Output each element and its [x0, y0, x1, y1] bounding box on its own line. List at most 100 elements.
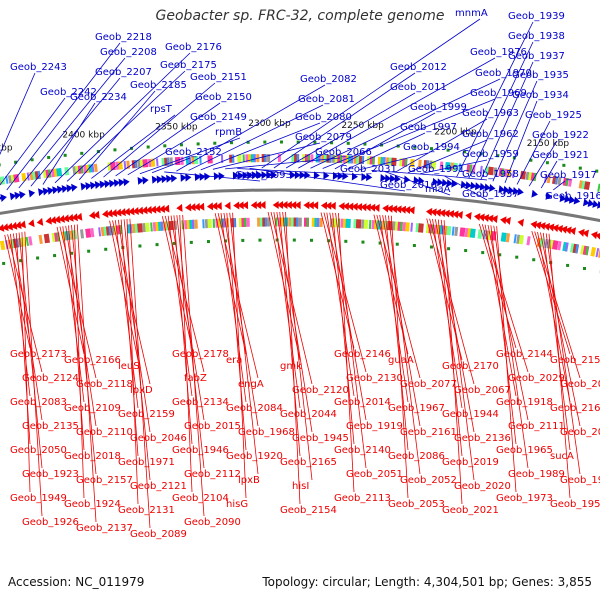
feature-band-outer	[137, 159, 141, 168]
feature-band-outer	[253, 154, 256, 163]
forward-gene-arrow	[232, 171, 239, 180]
upper-leader-line	[432, 174, 488, 181]
lower-gene-label-68: Geob_2131	[118, 505, 175, 516]
lower-gene-label-73: Geob_2053	[388, 499, 445, 510]
reverse-gene-arrow	[500, 216, 507, 225]
upper-leader-line	[564, 191, 571, 203]
lower-leader-line	[390, 215, 409, 499]
feature-band-inner	[513, 234, 517, 244]
lower-leader-line	[332, 212, 355, 445]
forward-gene-arrow	[460, 180, 468, 189]
lower-leader-line	[232, 212, 247, 499]
upper-leader-line	[127, 122, 216, 176]
lower-gene-label-76: Geob_1950	[550, 499, 600, 510]
lower-gene-label-79: Geob_2089	[130, 529, 187, 540]
reverse-gene-arrow	[154, 205, 161, 214]
feature-band-inner	[585, 246, 589, 256]
upper-leader-line	[66, 70, 186, 182]
upper-leader-line	[298, 57, 496, 169]
lower-gene-label-12: Geob_2118	[76, 379, 133, 390]
lower-leader-line	[62, 226, 85, 403]
feature-band-inner	[244, 217, 247, 227]
upper-gene-label-47: Geob_1917	[540, 170, 597, 181]
feature-band-inner	[363, 219, 369, 229]
lower-gene-label-59: lpxB	[238, 475, 260, 486]
reverse-gene-arrow	[590, 231, 598, 240]
feature-band-inner	[345, 218, 351, 228]
upper-leader-line	[188, 104, 324, 171]
forward-gene-arrow	[118, 178, 125, 187]
feature-band-outer	[91, 164, 95, 173]
outer-dot-track	[496, 154, 500, 158]
reverse-gene-arrow	[434, 208, 442, 217]
feature-band-inner	[264, 217, 267, 227]
reverse-gene-arrow	[119, 208, 126, 217]
outer-dot-track	[346, 141, 350, 145]
feature-band-inner	[451, 226, 455, 236]
feature-band-inner	[150, 222, 153, 232]
outer-dot-track	[463, 150, 467, 154]
upper-gene-label-4: Geob_2207	[95, 67, 152, 78]
forward-gene-arrow	[432, 177, 439, 186]
reverse-gene-arrow	[408, 206, 415, 215]
outer-dot-track	[179, 143, 183, 147]
forward-gene-arrow	[218, 172, 225, 181]
inner-dot-track	[582, 267, 586, 271]
inner-dot-track	[36, 256, 40, 260]
upper-gene-label-31: Geob_1994	[403, 142, 460, 153]
lower-leader-line	[73, 224, 85, 499]
upper-gene-label-7: Geob_2175	[160, 60, 217, 71]
feature-band-inner	[459, 227, 466, 237]
reverse-gene-arrow	[6, 222, 14, 231]
upper-gene-label-11: Geob_2150	[195, 92, 252, 103]
lower-gene-label-60: hisI	[292, 481, 309, 492]
inner-dot-track	[292, 238, 296, 242]
forward-gene-arrow	[137, 176, 144, 185]
accession-label: Accession: NC_011979	[8, 575, 145, 589]
feature-band-inner	[418, 223, 424, 233]
lower-gene-label-72: Geob_2113	[334, 493, 391, 504]
lower-gene-label-36: Geob_2015	[184, 421, 241, 432]
forward-gene-arrow	[204, 172, 211, 181]
reverse-gene-arrow	[28, 219, 35, 228]
lower-gene-label-41: Geob_2136	[454, 433, 511, 444]
feature-band-outer	[80, 165, 84, 174]
forward-gene-arrow	[80, 182, 88, 191]
reverse-gene-arrow	[250, 201, 257, 210]
reverse-gene-arrow	[145, 205, 152, 214]
upper-gene-label-16: Geob_2082	[300, 74, 357, 85]
feature-band-outer	[21, 172, 27, 182]
feature-band-outer	[37, 170, 41, 180]
reverse-gene-arrow	[386, 204, 393, 213]
reverse-gene-arrow	[517, 218, 524, 227]
feature-band-outer	[418, 159, 422, 168]
reverse-gene-arrow	[206, 202, 214, 211]
lower-gene-label-49: Geob_2165	[280, 457, 337, 468]
upper-leader-line	[273, 72, 416, 169]
reverse-gene-arrow	[569, 227, 577, 236]
upper-leader-line	[516, 120, 551, 185]
upper-gene-label-13: rpmB	[215, 127, 242, 138]
forward-gene-arrow	[247, 171, 254, 180]
inner-dot-track	[309, 238, 313, 242]
lower-leader-line	[10, 233, 31, 397]
forward-gene-arrow	[14, 191, 21, 200]
lower-gene-label-50: Geob_2140	[334, 445, 391, 456]
reverse-gene-arrow	[176, 203, 183, 212]
forward-gene-arrow	[170, 174, 178, 183]
feature-band-outer	[237, 154, 242, 163]
lower-gene-label-27: Geob_2044	[280, 409, 337, 420]
reverse-gene-arrow	[15, 221, 22, 230]
lower-gene-label-28: Geob_2014	[334, 397, 391, 408]
upper-leader-line	[212, 142, 321, 170]
reverse-gene-arrow	[320, 201, 328, 210]
reverse-gene-arrow	[285, 201, 292, 210]
feature-band-inner	[137, 223, 143, 233]
feature-band-inner	[368, 219, 372, 229]
feature-band-inner	[355, 219, 362, 229]
forward-gene-arrow	[596, 200, 600, 209]
upper-leader-line	[0, 72, 36, 156]
lower-gene-label-19: Geob_2067	[454, 385, 511, 396]
reverse-gene-arrow	[355, 203, 363, 211]
inner-dot-track	[549, 260, 553, 264]
